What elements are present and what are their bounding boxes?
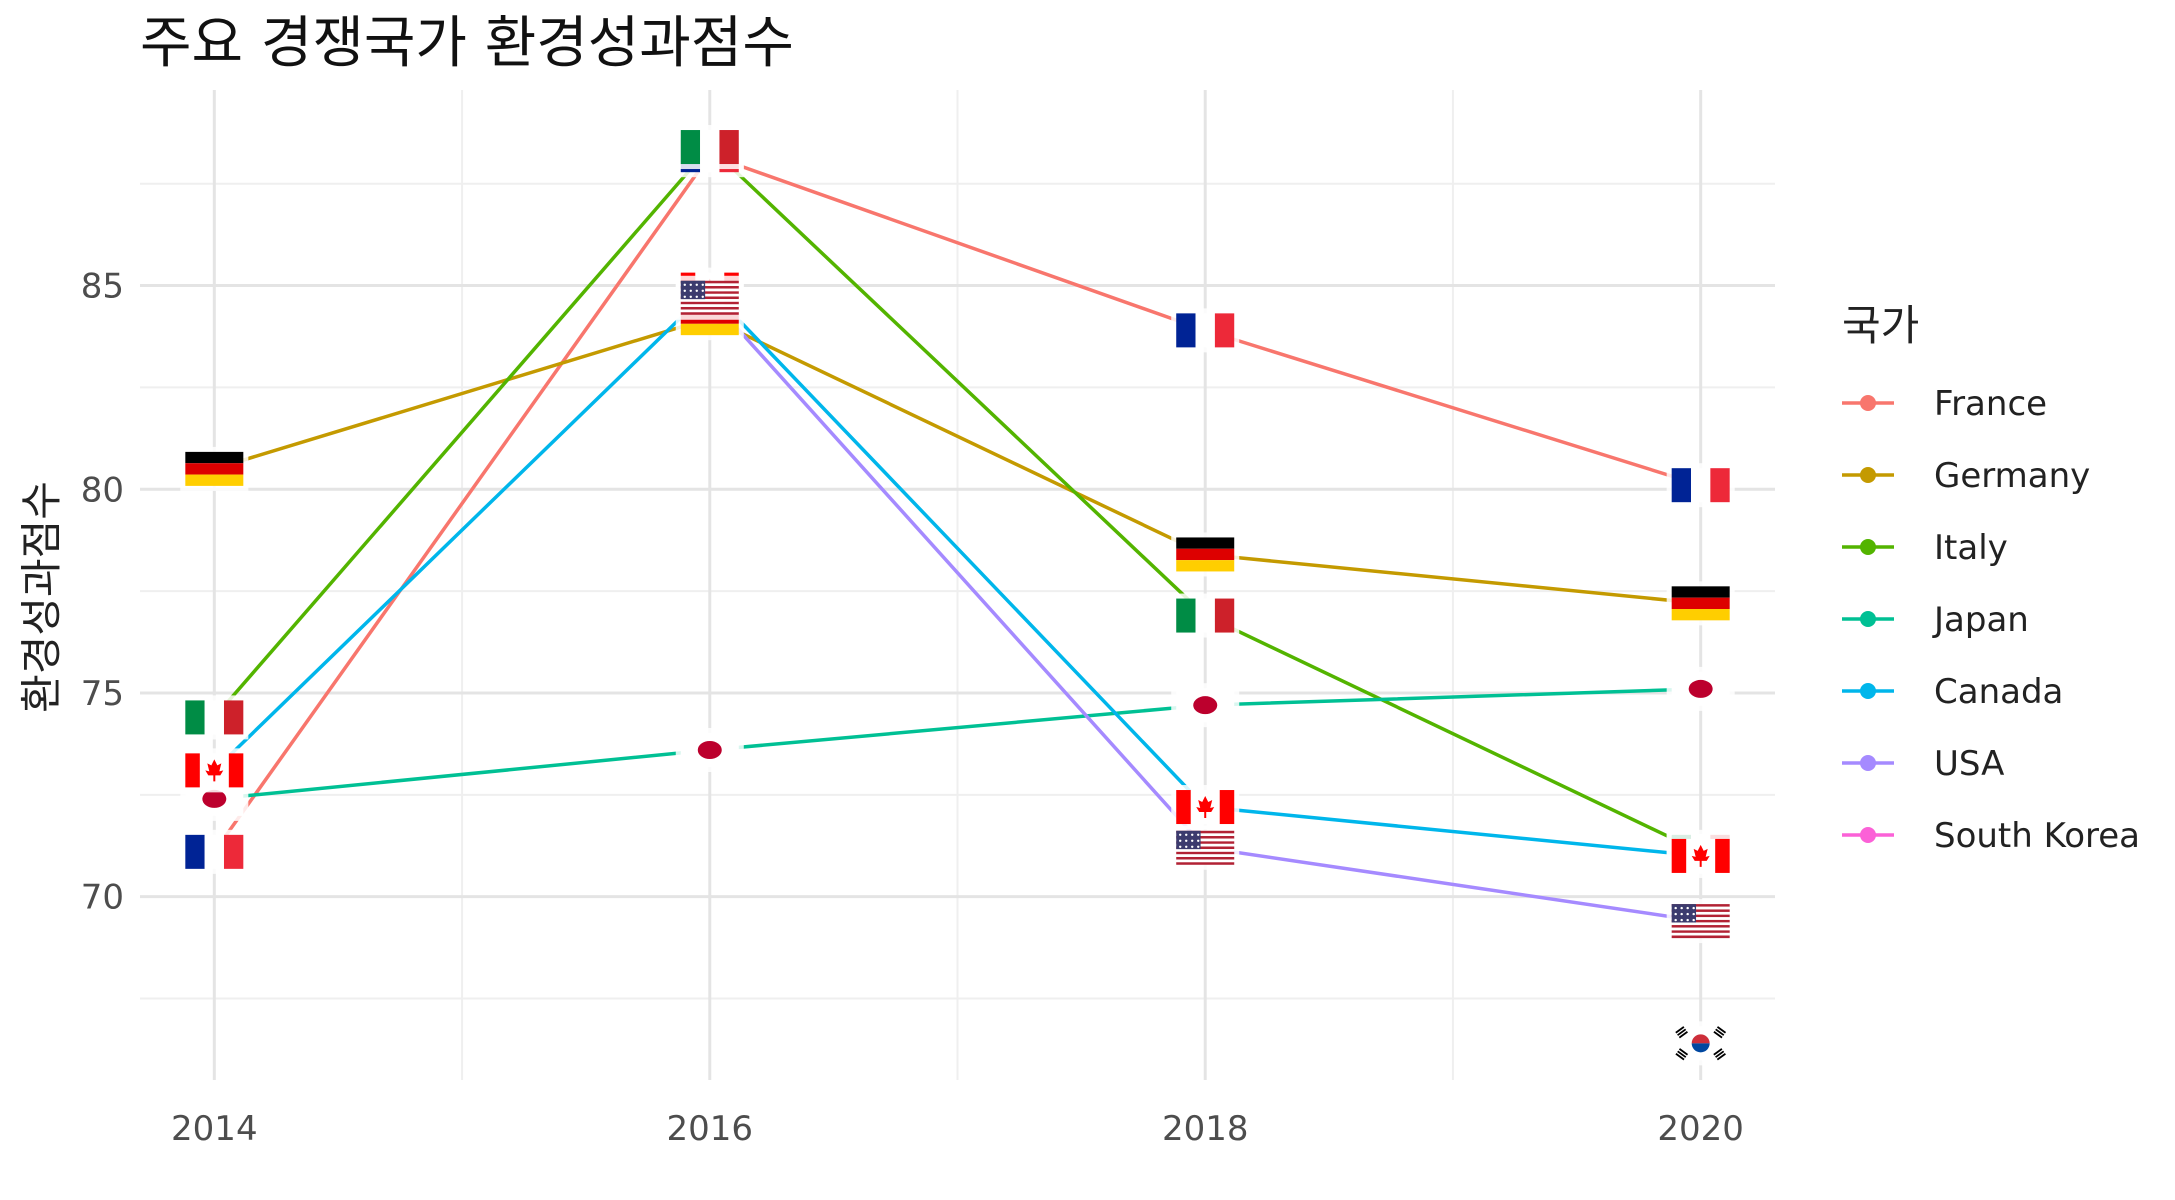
legend-key-dot bbox=[1860, 467, 1876, 483]
x-tick-label: 2018 bbox=[1162, 1109, 1249, 1149]
data-point-france bbox=[180, 829, 249, 874]
legend-label: South Korea bbox=[1934, 816, 2140, 856]
legend-label: Japan bbox=[1932, 600, 2029, 640]
series-line-canada bbox=[213, 287, 1701, 858]
data-point-italy bbox=[1171, 593, 1240, 638]
legend-label: USA bbox=[1934, 744, 2004, 784]
x-axis-ticks: 2014 2016 2018 2020 bbox=[171, 1109, 1744, 1149]
data-point-france bbox=[1666, 463, 1735, 508]
data-point-canada bbox=[1666, 833, 1735, 878]
legend-label: Canada bbox=[1934, 672, 2063, 712]
y-tick-label: 75 bbox=[81, 674, 124, 714]
legend-item: Germany bbox=[1842, 456, 2090, 496]
legend: France Germany Italy Japan Canada USA South Ko… bbox=[1842, 384, 2140, 856]
data-point-italy bbox=[675, 125, 744, 170]
flag-markers bbox=[180, 125, 1735, 1066]
data-point-south-korea bbox=[1666, 1021, 1735, 1066]
x-tick-label: 2020 bbox=[1657, 1109, 1744, 1149]
data-point-germany bbox=[1666, 581, 1735, 626]
legend-item: France bbox=[1842, 384, 2047, 424]
series-line-italy bbox=[212, 144, 1702, 854]
data-point-france bbox=[1171, 308, 1240, 353]
data-point-japan bbox=[675, 728, 744, 772]
data-point-japan bbox=[1666, 666, 1735, 711]
y-tick-label: 80 bbox=[81, 470, 124, 510]
y-axis-title: 환경성과점수 bbox=[17, 481, 66, 713]
legend-key-dot bbox=[1860, 539, 1876, 555]
data-point-germany bbox=[180, 446, 249, 491]
data-point-italy bbox=[180, 695, 249, 740]
x-tick-label: 2014 bbox=[171, 1109, 258, 1149]
series-line-japan bbox=[214, 687, 1701, 801]
legend-key-dot bbox=[1860, 683, 1876, 699]
legend-key-dot bbox=[1860, 395, 1876, 411]
legend-label: Italy bbox=[1934, 528, 2008, 568]
legend-key-dot bbox=[1860, 827, 1876, 843]
legend-key-dot bbox=[1860, 755, 1876, 771]
legend-title: 국가 bbox=[1842, 301, 1919, 350]
legend-label: France bbox=[1934, 384, 2047, 424]
y-tick-label: 70 bbox=[81, 878, 124, 918]
legend-item: Italy bbox=[1842, 528, 2008, 568]
legend-item: Canada bbox=[1842, 672, 2063, 712]
data-point-japan bbox=[1171, 683, 1240, 728]
chart-title: 주요 경쟁국가 환경성과점수 bbox=[140, 11, 794, 76]
legend-item: USA bbox=[1842, 744, 2004, 784]
y-tick-label: 85 bbox=[81, 267, 124, 307]
legend-item: South Korea bbox=[1842, 816, 2140, 856]
data-point-canada bbox=[180, 748, 249, 793]
data-point-usa bbox=[675, 275, 744, 320]
legend-key-dot bbox=[1860, 611, 1876, 627]
y-axis-ticks: 70 75 80 85 bbox=[81, 267, 124, 918]
series-line-germany bbox=[213, 316, 1701, 606]
data-point-germany bbox=[1171, 532, 1240, 577]
data-point-usa bbox=[1171, 825, 1240, 870]
data-point-usa bbox=[1666, 899, 1735, 944]
x-tick-label: 2016 bbox=[667, 1109, 754, 1149]
series-line-france bbox=[212, 153, 1702, 853]
legend-label: Germany bbox=[1934, 456, 2090, 496]
legend-item: Japan bbox=[1842, 600, 2029, 640]
data-point-canada bbox=[1171, 785, 1240, 830]
